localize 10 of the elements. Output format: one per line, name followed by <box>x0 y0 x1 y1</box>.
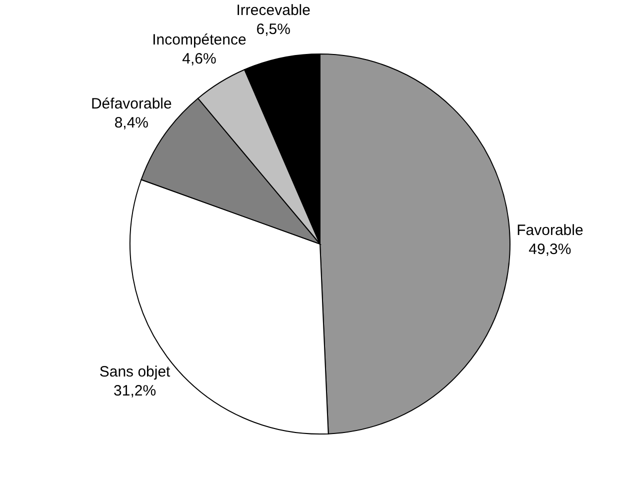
slice-label: Favorable <box>516 222 584 239</box>
data-label: 8,4% <box>114 114 149 132</box>
data-label: 6,5% <box>256 20 290 38</box>
slice-label: Incompétence <box>152 31 246 48</box>
slice-label: Sans objet <box>99 363 172 380</box>
slice-label: Irrecevable <box>236 2 310 19</box>
data-label: 31,2% <box>114 382 156 400</box>
data-label: 4,6% <box>182 50 216 68</box>
data-label: 49,3% <box>528 240 572 258</box>
slice-label: Défavorable <box>90 95 172 112</box>
